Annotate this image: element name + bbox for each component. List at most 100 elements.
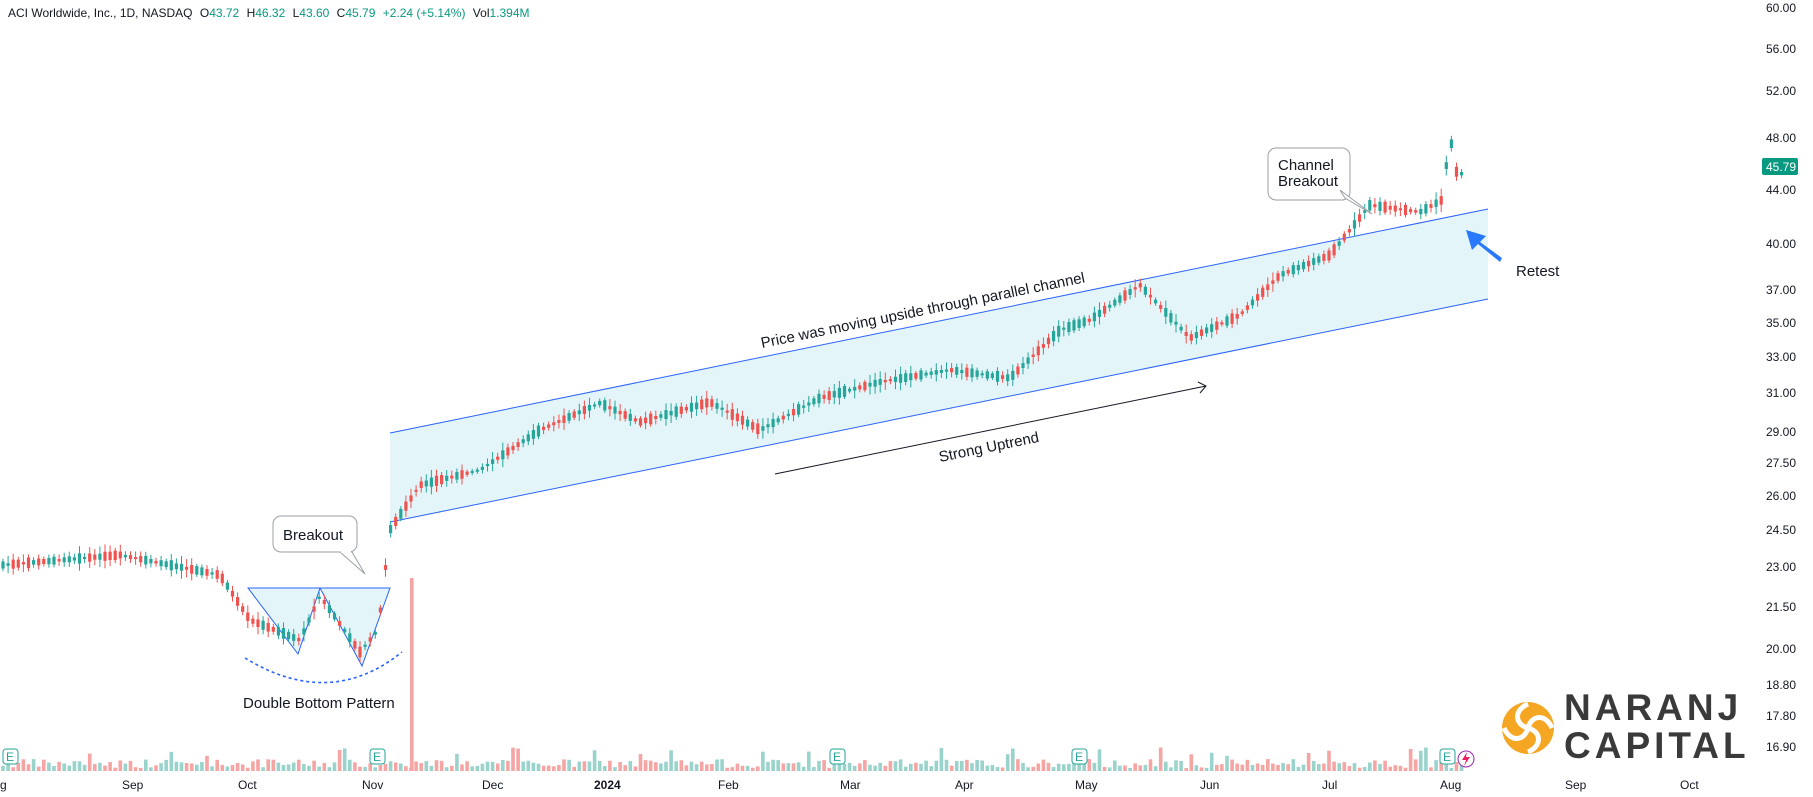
volume-bar xyxy=(699,761,704,771)
volume-bar xyxy=(404,766,408,771)
volume-bar xyxy=(689,761,694,771)
time-tick-label: Nov xyxy=(362,778,383,792)
candle-body xyxy=(389,525,393,534)
earnings-marker-aug[interactable]: E xyxy=(2,748,19,765)
volume-bar xyxy=(1189,754,1194,771)
volume-bar xyxy=(934,760,939,771)
volume-bar xyxy=(960,761,964,771)
candle-body xyxy=(904,373,908,382)
volume-bar xyxy=(541,765,546,771)
volume-bar xyxy=(485,761,490,771)
volume-bar xyxy=(1158,747,1163,771)
volume-bar xyxy=(771,759,775,771)
candle-body xyxy=(1383,201,1387,213)
candle-body xyxy=(297,637,301,642)
volume-bar xyxy=(995,767,1000,771)
earnings-marker-oct[interactable]: E xyxy=(369,748,386,765)
candle-body xyxy=(338,621,342,626)
volume-bar xyxy=(1005,754,1010,771)
candle-body xyxy=(1021,363,1025,369)
price-tick-label: 20.00 xyxy=(1766,642,1796,656)
candle-body xyxy=(149,558,153,564)
candle-body xyxy=(419,481,423,488)
candle-body xyxy=(424,480,428,487)
volume-bar xyxy=(271,759,276,771)
volume-bar xyxy=(414,761,418,771)
candle-body xyxy=(664,410,668,420)
time-axis[interactable]: g Sep Oct Nov Dec 2024 Feb Mar Apr May Jun Jul Aug Se… xyxy=(0,778,1699,792)
earnings-marker-jul[interactable]: E xyxy=(1439,748,1456,765)
candle-body xyxy=(383,565,388,570)
volume-bar xyxy=(138,767,143,771)
volume-bar xyxy=(36,766,41,771)
volume-bar xyxy=(557,765,561,771)
candle-body xyxy=(526,434,530,442)
candle-body xyxy=(684,407,688,411)
earnings-marker-feb[interactable]: E xyxy=(829,748,846,765)
time-tick-label: Feb xyxy=(718,778,739,792)
volume-bar xyxy=(256,759,260,771)
candle-body xyxy=(159,560,163,567)
candle-body xyxy=(358,646,362,658)
candle-body xyxy=(832,391,836,398)
candle-body xyxy=(103,551,107,561)
candle-body xyxy=(312,606,316,612)
candle-body xyxy=(1393,205,1397,212)
volume-bar xyxy=(495,763,500,771)
volume-bar xyxy=(807,751,811,771)
candle-body xyxy=(516,442,520,448)
time-tick-label: g xyxy=(0,778,7,792)
volume-bar xyxy=(230,765,235,771)
volume-bar xyxy=(133,767,138,771)
candle-body xyxy=(1199,329,1204,336)
time-tick-label: Oct xyxy=(238,778,257,792)
candle-body xyxy=(1179,326,1183,331)
candle-body xyxy=(475,469,479,472)
volume-bars xyxy=(1,578,1464,771)
candles xyxy=(1,135,1464,663)
volume-bar xyxy=(1255,763,1260,771)
time-tick-label: Aug xyxy=(1440,778,1461,792)
volume-bar xyxy=(1209,752,1214,771)
volume-bar xyxy=(444,767,449,771)
high-label: H xyxy=(246,6,256,20)
price-axis[interactable]: 60.00 56.00 52.00 48.00 44.00 40.00 37.00 35.00… xyxy=(1766,1,1796,754)
candle-body xyxy=(1062,327,1066,330)
strong-uptrend-arrow xyxy=(774,385,1207,475)
volume-bar xyxy=(1153,766,1158,771)
volume-bar xyxy=(506,760,510,771)
earnings-marker-apr[interactable]: E xyxy=(1071,748,1088,765)
candle-body xyxy=(888,379,892,382)
volume-bar xyxy=(873,765,877,771)
dividend-lightning-icon[interactable] xyxy=(1457,750,1475,768)
volume-bar xyxy=(643,760,648,771)
candle-body xyxy=(613,406,617,414)
volume-bar xyxy=(286,764,291,771)
candle-body xyxy=(878,379,882,385)
candle-body xyxy=(317,596,321,599)
candle-body xyxy=(465,471,469,475)
volume-bar xyxy=(852,765,857,771)
volume-bar xyxy=(521,761,525,771)
symbol-title: ACI Worldwide, Inc., 1D, NASDAQ xyxy=(8,6,193,20)
candle-body xyxy=(598,400,602,406)
candle-body xyxy=(603,400,607,411)
volume-bar xyxy=(297,759,301,771)
svg-text:E: E xyxy=(6,750,14,764)
price-tick-label: 52.00 xyxy=(1766,84,1796,98)
volume-bar xyxy=(1388,766,1392,771)
volume-bar xyxy=(312,760,316,771)
volume-bar xyxy=(1215,764,1219,771)
volume-bar xyxy=(1184,767,1188,771)
candle-body xyxy=(735,413,739,422)
volume-bar xyxy=(98,762,102,771)
candle-body xyxy=(791,408,796,416)
candle-body xyxy=(1373,204,1377,208)
volume-bar xyxy=(383,763,388,771)
volume-bar xyxy=(1199,767,1204,771)
price-tick-label: 29.00 xyxy=(1766,425,1796,439)
volume-bar xyxy=(745,765,750,771)
candle-body xyxy=(236,597,240,606)
candle-body xyxy=(547,424,551,428)
